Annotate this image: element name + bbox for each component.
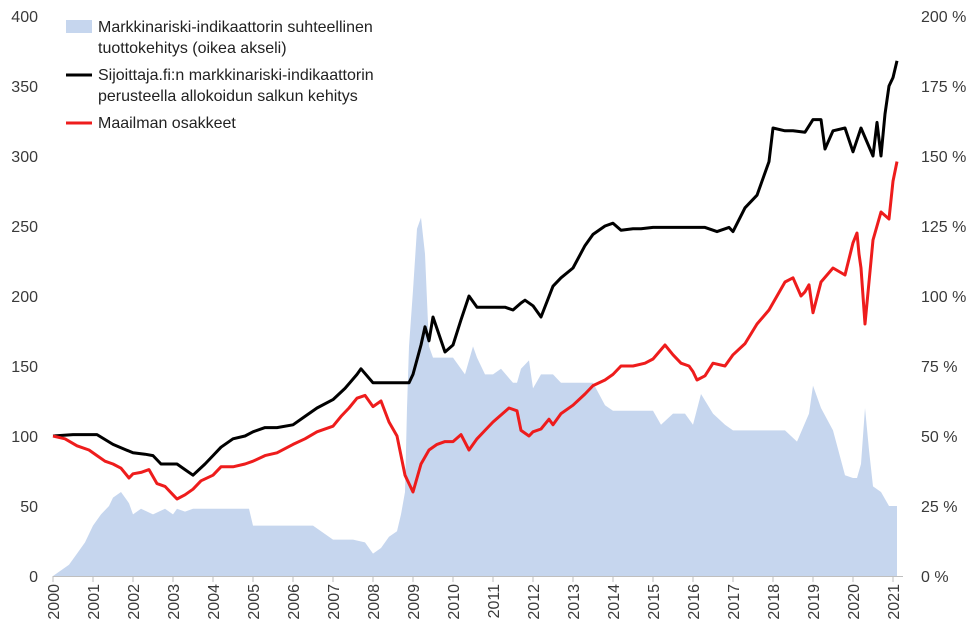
- line-series-layer: [52, 60, 899, 501]
- legend-label-area-line2: tuottokehitys (oikea akseli): [98, 40, 287, 57]
- y-left-tick-label: 150: [11, 359, 38, 376]
- x-tick-label: 2012: [526, 584, 543, 620]
- y-right-tick-label: 100 %: [921, 289, 966, 306]
- x-tick-label: 2008: [366, 584, 383, 620]
- x-tick-label: 2010: [446, 584, 463, 620]
- y-right-tick-label: 50 %: [921, 429, 957, 446]
- x-tick-label: 2011: [486, 584, 503, 619]
- y-right-tick-label: 75 %: [921, 359, 957, 376]
- y-left-tick-label: 300: [11, 149, 38, 166]
- x-tick-label: 2015: [646, 584, 663, 620]
- y-left-tick-label: 250: [11, 219, 38, 236]
- legend-label-world-equities: Maailman osakkeet: [98, 115, 236, 132]
- x-tick-label: 2019: [806, 584, 823, 620]
- legend: Markkinariski-indikaattorin suhteellinen…: [66, 19, 374, 132]
- y-right-tick-label: 175 %: [921, 79, 966, 96]
- legend-label-area-line1: Markkinariski-indikaattorin suhteellinen: [98, 19, 373, 36]
- y-left-tick-label: 0: [29, 569, 38, 586]
- y-right-tick-label: 0 %: [921, 569, 949, 586]
- series-line-portfolio: [52, 60, 899, 477]
- y-left-tick-label: 200: [11, 289, 38, 306]
- x-tick-label: 2020: [846, 584, 863, 620]
- x-tick-label: 2000: [46, 584, 63, 620]
- y-right-tick-label: 150 %: [921, 149, 966, 166]
- legend-label-portfolio-line1: Sijoittaja.fi:n markkinariski-indikaatto…: [98, 67, 374, 84]
- y-left-tick-label: 350: [11, 79, 38, 96]
- x-tick-label: 2005: [246, 584, 263, 620]
- legend-label-portfolio-line2: perusteella allokoidun salkun kehitys: [98, 88, 358, 105]
- series-area-relative-return: [53, 217, 897, 576]
- x-tick-label: 2001: [86, 584, 103, 620]
- y-right-tick-label: 25 %: [921, 499, 957, 516]
- y-left-tick-label: 50: [20, 499, 38, 516]
- y-right-tick-label: 200 %: [921, 9, 966, 26]
- legend-swatch-area: [66, 20, 92, 33]
- x-tick-label: 2002: [126, 584, 143, 620]
- y-left-tick-label: 100: [11, 429, 38, 446]
- axes-layer: [52, 576, 903, 582]
- x-tick-label: 2007: [326, 584, 343, 620]
- right-y-axis-ticks: 0 % 25 % 50 % 75 % 100 % 125 % 150 % 175 % 200 %: [921, 9, 966, 586]
- y-left-tick-label: 400: [11, 9, 38, 26]
- x-tick-label: 2004: [206, 584, 223, 620]
- x-tick-label: 2016: [686, 584, 703, 620]
- x-tick-label: 2013: [566, 584, 583, 620]
- x-tick-label: 2021: [886, 584, 903, 620]
- x-tick-label: 2017: [726, 584, 743, 620]
- left-y-axis-ticks: 0 50 100 150 200 250 300 350 400: [11, 9, 38, 586]
- x-axis-ticks: 2000 2001 2002 2003 2004 2005 2006 2007 2008 2009…: [46, 584, 903, 620]
- x-tick-label: 2014: [606, 584, 623, 620]
- series-line-world-equities: [52, 161, 899, 501]
- x-tick-label: 2003: [166, 584, 183, 620]
- x-tick-label: 2018: [766, 584, 783, 620]
- x-tick-label: 2009: [406, 584, 423, 620]
- relative-return-area-layer: [53, 217, 897, 576]
- x-tick-label: 2006: [286, 584, 303, 620]
- y-right-tick-label: 125 %: [921, 219, 966, 236]
